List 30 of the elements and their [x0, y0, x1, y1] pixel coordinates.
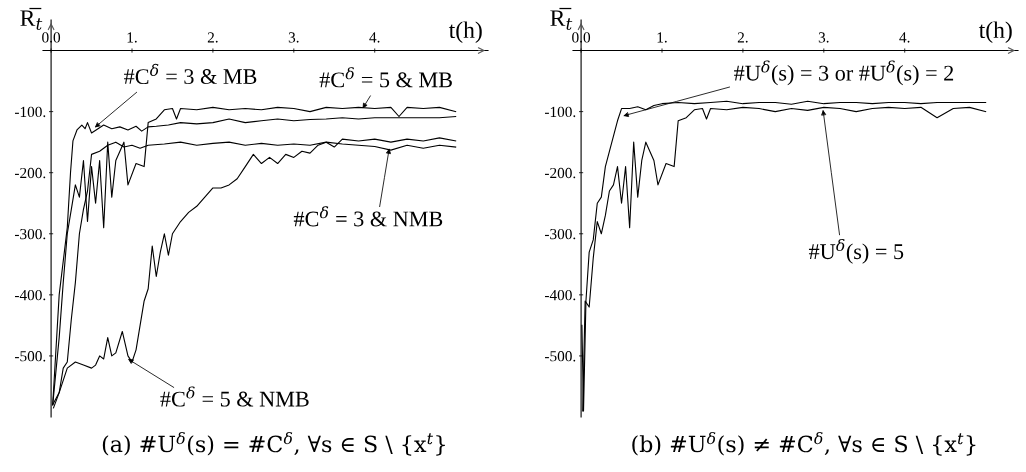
- annotation: #C$^{δ}$ = 3 & NMB: [293, 206, 443, 227]
- x-axis-title: t(h): [448, 21, 482, 43]
- y-tick-label: -500.: [14, 351, 46, 362]
- x-tick-label: 3.: [818, 32, 829, 43]
- annotation: #C$^{δ}$ = 5 & MB: [319, 67, 452, 88]
- annotation: #U$^{δ}$(s) = 5: [808, 238, 904, 264]
- y-tick-label: -200.: [544, 167, 576, 179]
- y-tick-label: -100.: [544, 106, 576, 118]
- y-tick-label: -100.: [14, 106, 46, 118]
- y-tick-label: -400.: [14, 289, 46, 301]
- y-tick-label: -400.: [544, 289, 576, 301]
- x-tick-label: 1.: [657, 32, 667, 43]
- y-tick-label: -300.: [544, 228, 576, 240]
- x-tick-label: 4.: [369, 32, 380, 43]
- x-axis-title: t(h): [978, 21, 1012, 43]
- y-axis-title: R̅$_{t}$: [20, 7, 43, 30]
- x-tick-label: 4.: [899, 32, 910, 43]
- annotation: #U$^{δ}$(s) = 3 or #U$^{δ}$(s) = 2: [734, 60, 954, 86]
- y-tick-label: -500.: [544, 351, 576, 362]
- y-tick-label: -300.: [14, 228, 46, 240]
- text: (a) #U$^{δ}$(s) = #C$^{δ}$, ∀s ∈ S \ {x$^{t}$}: [102, 432, 445, 456]
- y-tick-label: -200.: [14, 167, 46, 179]
- annotation: #C$^{δ}$ = 3 & MB: [124, 63, 257, 85]
- x-tick-label: 1.: [127, 32, 137, 43]
- annotation: #C$^{δ}$ = 5 & NMB: [160, 386, 309, 407]
- x-tick-label: 3.: [288, 32, 299, 43]
- y-axis-title: R̅$_{t}$: [550, 7, 573, 30]
- x-tick-label: 2.: [207, 32, 218, 43]
- text: (b) #U$^{δ}$(s) ≠ #C$^{δ}$, ∀s ∈ S \ {x$^{t}$}: [632, 432, 976, 456]
- x-tick-label: 2.: [737, 32, 748, 43]
